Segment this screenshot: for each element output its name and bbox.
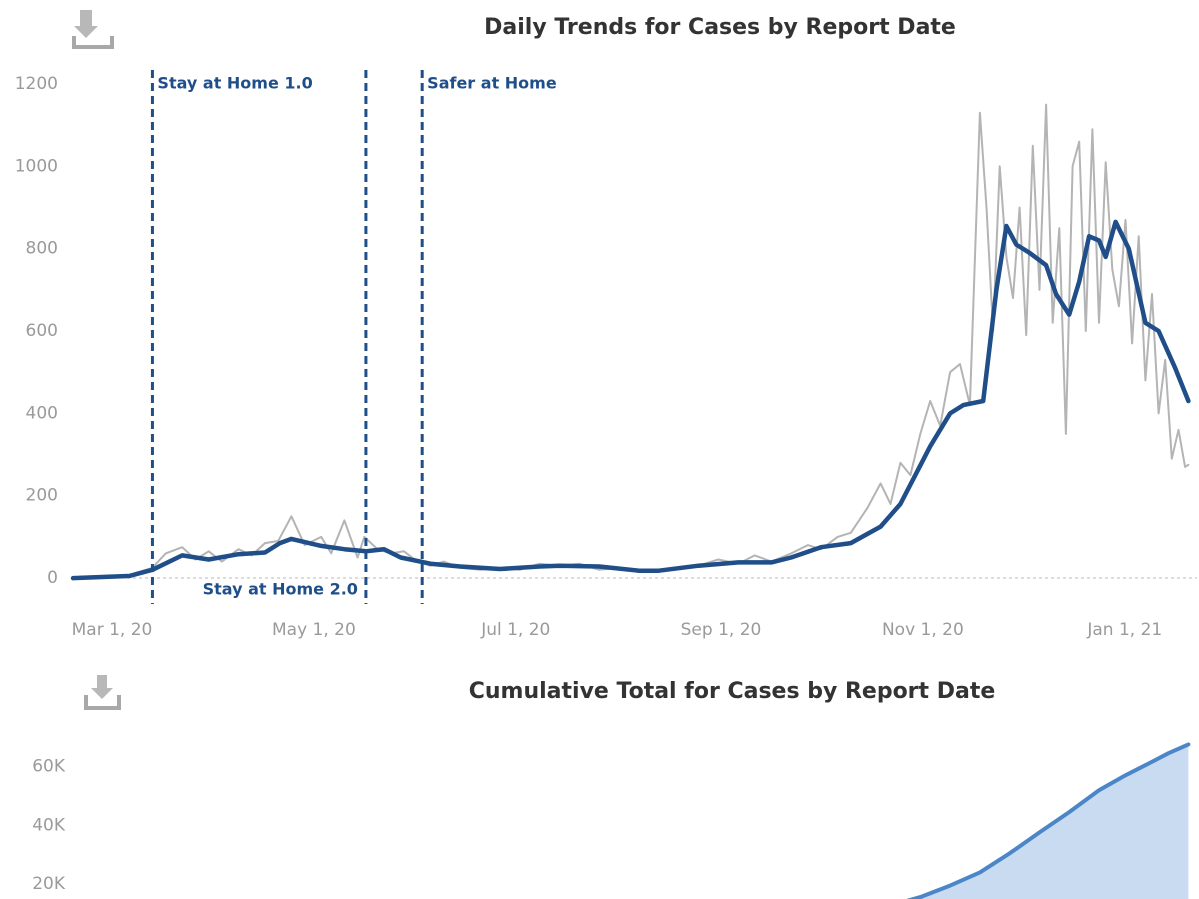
line <box>72 103 1190 580</box>
x-tick-label: Sep 1, 20 <box>681 620 762 640</box>
y-tick-label: 0 <box>47 568 58 588</box>
y-tick-label: 400 <box>26 403 58 423</box>
cumulative-chart: 20K 40K 60K <box>32 742 1191 899</box>
x-tick-label: May 1, 20 <box>272 620 356 640</box>
x-tick-label: Jan 1, 21 <box>1086 620 1162 640</box>
y-tick-label: 800 <box>26 239 58 259</box>
x-tick-label: Mar 1, 20 <box>72 620 153 640</box>
area <box>913 744 1189 899</box>
annotation-label: Safer at Home <box>427 74 557 93</box>
annotation-label: Stay at Home 1.0 <box>157 74 312 93</box>
y-tick-label: 1200 <box>15 74 58 94</box>
chart-title: Daily Trends for Cases by Report Date <box>484 15 956 40</box>
x-tick-label: Nov 1, 20 <box>882 620 964 640</box>
y-tick-label: 60K <box>32 756 66 776</box>
download-button[interactable] <box>84 675 121 710</box>
download-button[interactable] <box>72 10 114 49</box>
y-tick-label: 1000 <box>15 156 58 176</box>
chart-title: Cumulative Total for Cases by Report Dat… <box>469 679 996 704</box>
y-tick-label: 600 <box>26 321 58 341</box>
y-tick-label: 20K <box>32 874 66 894</box>
x-tick-label: Jul 1, 20 <box>480 620 550 640</box>
y-tick-label: 200 <box>26 486 58 506</box>
y-tick-label: 40K <box>32 815 66 835</box>
line <box>906 742 1191 899</box>
line <box>70 219 1191 581</box>
daily-chart: 0 200 400 600 800 1000 1200 Mar 1, 20 May 1, 20 J… <box>15 70 1197 640</box>
annotation-label: Stay at Home 2.0 <box>203 580 358 599</box>
